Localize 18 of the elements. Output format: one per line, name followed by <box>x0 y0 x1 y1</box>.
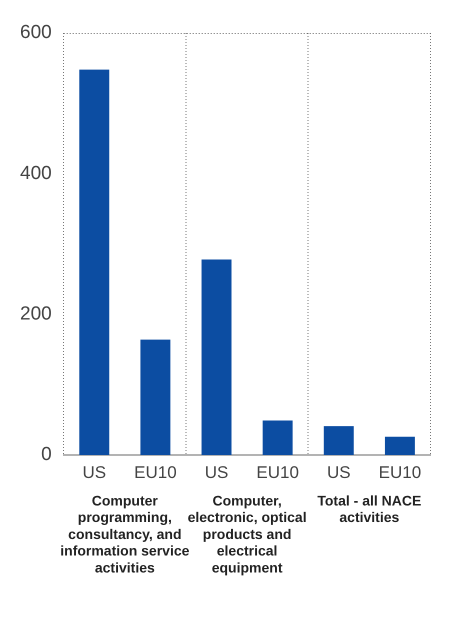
series-label: US <box>82 463 106 482</box>
y-tick-label: 400 <box>20 162 52 184</box>
text: US <box>204 463 228 482</box>
y-tick-label: 200 <box>20 304 52 325</box>
series-label: EU10 <box>134 463 177 482</box>
bar <box>140 340 170 455</box>
text: US <box>326 463 351 482</box>
y-tick-label: 600 <box>20 22 52 44</box>
bar <box>384 436 415 455</box>
x-tick-label: Computer, electronic, optical products and electrical equipment <box>188 492 307 576</box>
x-tick-label: Total - all NACE activities <box>317 492 422 526</box>
bar <box>79 70 110 455</box>
bar <box>324 426 354 455</box>
bar <box>202 259 232 455</box>
y-tick-label: 0 <box>41 444 52 466</box>
text: EU10 <box>256 463 299 482</box>
bar <box>262 420 293 455</box>
text: EU10 <box>378 463 422 482</box>
